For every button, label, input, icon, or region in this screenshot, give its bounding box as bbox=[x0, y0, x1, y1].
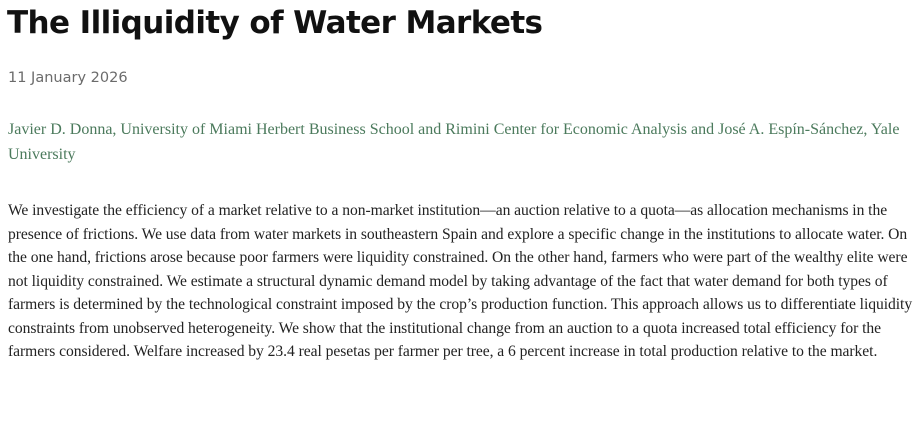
abstract: We investigate the efficiency of a marke… bbox=[8, 202, 913, 360]
authors: Javier D. Donna, University of Miami Her… bbox=[8, 121, 900, 163]
publication-date: 11 January 2026 bbox=[8, 70, 128, 86]
page-title: The Illiquidity of Water Markets bbox=[7, 5, 543, 41]
